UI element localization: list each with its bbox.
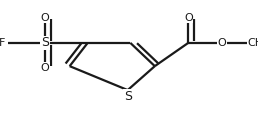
Text: S: S	[124, 90, 132, 103]
Text: O: O	[217, 38, 226, 48]
Text: O: O	[41, 13, 50, 23]
Text: S: S	[41, 36, 49, 49]
Text: CH₃: CH₃	[248, 38, 258, 48]
Text: F: F	[0, 38, 5, 48]
Text: O: O	[41, 63, 50, 73]
Text: O: O	[184, 13, 193, 23]
